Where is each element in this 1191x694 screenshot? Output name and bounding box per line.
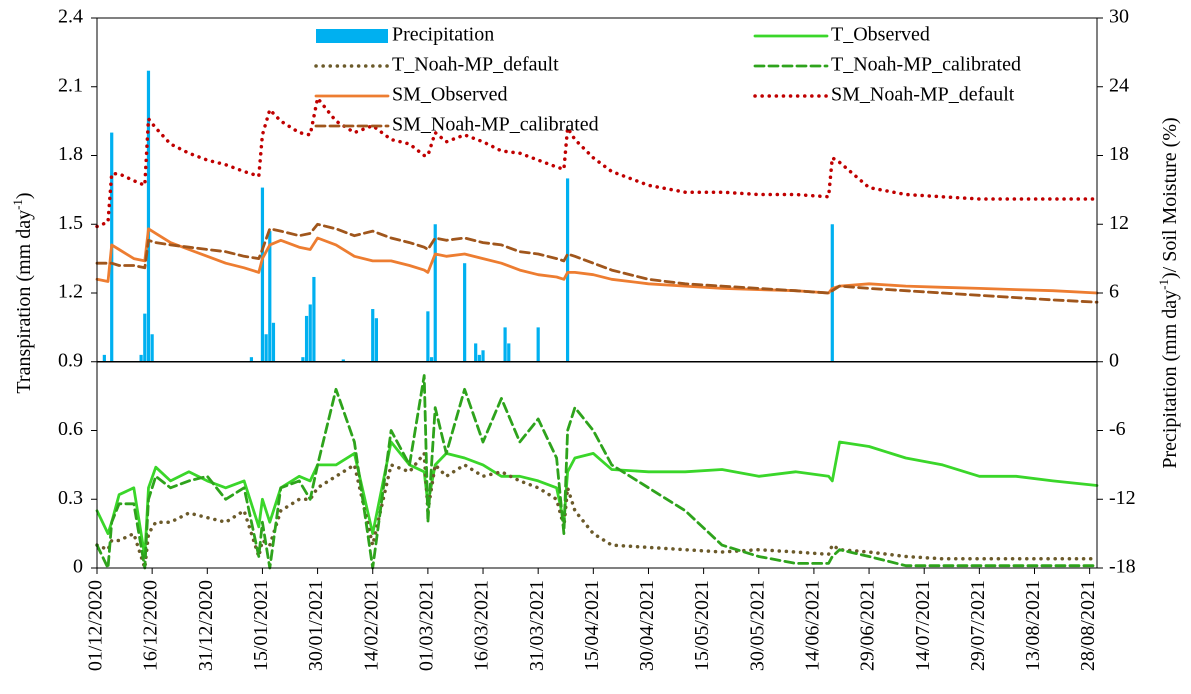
series-line bbox=[95, 440, 1099, 558]
y-tick-label: 2.1 bbox=[58, 74, 83, 96]
x-tick-label: 13/08/2021 bbox=[1022, 580, 1044, 671]
x-tick-label: 30/05/2021 bbox=[746, 580, 768, 671]
y2-tick-label: -18 bbox=[1109, 556, 1136, 578]
y-tick-label: 0.9 bbox=[58, 349, 83, 371]
x-tick-label: 01/12/2020 bbox=[85, 580, 107, 671]
series-line bbox=[95, 374, 1099, 570]
precipitation-bar bbox=[565, 178, 570, 362]
precipitation-bar bbox=[308, 304, 312, 362]
precipitation-bar bbox=[481, 350, 485, 362]
y-tick-label: 1.2 bbox=[58, 281, 83, 303]
x-tick-label: 29/06/2021 bbox=[857, 580, 879, 671]
legend-label: T_Noah-MP_calibrated bbox=[831, 54, 1021, 76]
x-tick-label: 15/04/2021 bbox=[581, 580, 603, 671]
precipitation-bar bbox=[374, 318, 379, 362]
precipitation-bar bbox=[312, 276, 316, 362]
precipitation-bar bbox=[301, 357, 305, 362]
precipitation-bar bbox=[271, 322, 276, 362]
x-tick-label: 31/12/2020 bbox=[195, 580, 217, 671]
y-axis-label: Transpiration (mm day-1) bbox=[10, 192, 35, 393]
precipitation-bar bbox=[150, 334, 154, 362]
series-line bbox=[95, 451, 1099, 570]
precipitation-bar bbox=[433, 224, 437, 362]
plot-area bbox=[95, 70, 1099, 570]
precipitation-bar bbox=[536, 327, 540, 362]
precipitation-bar bbox=[474, 343, 478, 362]
y2-tick-label: -6 bbox=[1109, 418, 1126, 440]
x-tick-label: 14/02/2021 bbox=[360, 580, 382, 671]
x-tick-label: 31/03/2021 bbox=[526, 580, 548, 671]
precipitation-bar bbox=[102, 354, 106, 362]
legend-label: SM_Noah-MP_calibrated bbox=[392, 114, 599, 136]
legend-label: SM_Noah-MP_default bbox=[831, 84, 1015, 106]
precipitation-bar bbox=[830, 224, 834, 362]
y2-tick-label: 18 bbox=[1109, 143, 1129, 165]
precipitation-bar bbox=[429, 357, 434, 362]
x-tick-label: 01/03/2021 bbox=[415, 580, 437, 671]
precipitation-bar bbox=[146, 70, 151, 362]
precipitation-bar bbox=[268, 231, 272, 362]
precipitation-bar bbox=[249, 357, 254, 362]
y-tick-label: 1.8 bbox=[58, 143, 83, 165]
x-tick-label: 28/08/2021 bbox=[1077, 580, 1099, 671]
x-tick-label: 15/05/2021 bbox=[691, 580, 713, 671]
precipitation-bar bbox=[139, 354, 143, 362]
y2-tick-label: 6 bbox=[1109, 281, 1119, 303]
precipitation-bar bbox=[260, 187, 265, 362]
legend-label: Precipitation bbox=[392, 24, 494, 46]
y-tick-label: 0 bbox=[73, 556, 83, 578]
precipitation-bar bbox=[143, 313, 147, 362]
precipitation-bar bbox=[463, 263, 467, 362]
x-tick-label: 14/07/2021 bbox=[912, 580, 934, 671]
precipitation-bar bbox=[477, 354, 481, 362]
x-tick-label: 30/04/2021 bbox=[636, 580, 658, 671]
legend-label: T_Observed bbox=[831, 24, 930, 46]
series-line bbox=[95, 227, 1099, 295]
x-tick-label: 30/01/2021 bbox=[305, 580, 327, 671]
x-tick-label: 15/01/2021 bbox=[250, 580, 272, 671]
legend-label: T_Noah-MP_default bbox=[392, 54, 559, 76]
precipitation-bar bbox=[507, 343, 511, 362]
y2-tick-label: 0 bbox=[1109, 349, 1119, 371]
precipitation-bar bbox=[371, 309, 375, 362]
x-tick-label: 16/03/2021 bbox=[471, 580, 493, 671]
x-tick-label: 29/07/2021 bbox=[967, 580, 989, 671]
precipitation-bar bbox=[503, 327, 507, 362]
x-tick-label: 14/06/2021 bbox=[802, 580, 824, 671]
y-tick-label: 1.5 bbox=[58, 212, 83, 234]
y2-tick-label: 24 bbox=[1109, 74, 1129, 96]
y-tick-label: 0.3 bbox=[58, 487, 83, 509]
y2-tick-label: -12 bbox=[1109, 487, 1136, 509]
y2-axis-label: Precipitation (mm day-1)/ Soil Moisture … bbox=[1156, 117, 1181, 468]
y2-tick-label: 12 bbox=[1109, 212, 1129, 234]
series-line bbox=[95, 222, 1099, 304]
precipitation-bar bbox=[341, 359, 345, 362]
legend-label: SM_Observed bbox=[392, 84, 508, 106]
x-tick-label: 16/12/2020 bbox=[140, 580, 162, 671]
precipitation-bar bbox=[264, 334, 268, 362]
precipitation-bar bbox=[426, 311, 430, 362]
y-tick-label: 2.4 bbox=[58, 6, 83, 28]
y-tick-label: 0.6 bbox=[58, 418, 83, 440]
series-line bbox=[95, 96, 1099, 229]
y2-tick-label: 30 bbox=[1109, 6, 1129, 28]
legend-swatch bbox=[316, 29, 388, 43]
precipitation-bar bbox=[304, 315, 309, 362]
